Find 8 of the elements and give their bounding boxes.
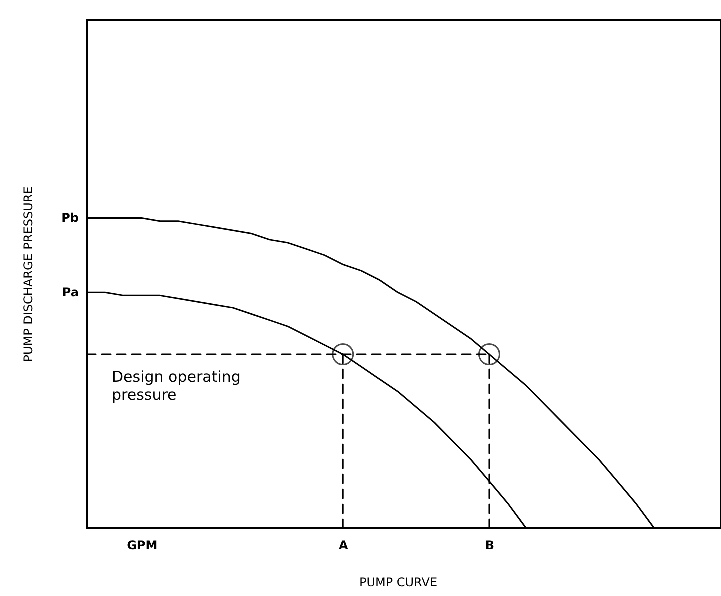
x-tick-label: GPM [127, 538, 158, 552]
x-axis-title: PUMP CURVE [359, 576, 438, 590]
annotation: Design operating pressure [112, 368, 241, 404]
series-label: Pa [62, 286, 79, 300]
x-tick-label: B [485, 538, 495, 552]
x-tick-label: A [338, 538, 349, 552]
series-label: Pb [62, 211, 80, 226]
y-axis-title: PUMP DISCHARGE PRESSURE [22, 186, 36, 362]
